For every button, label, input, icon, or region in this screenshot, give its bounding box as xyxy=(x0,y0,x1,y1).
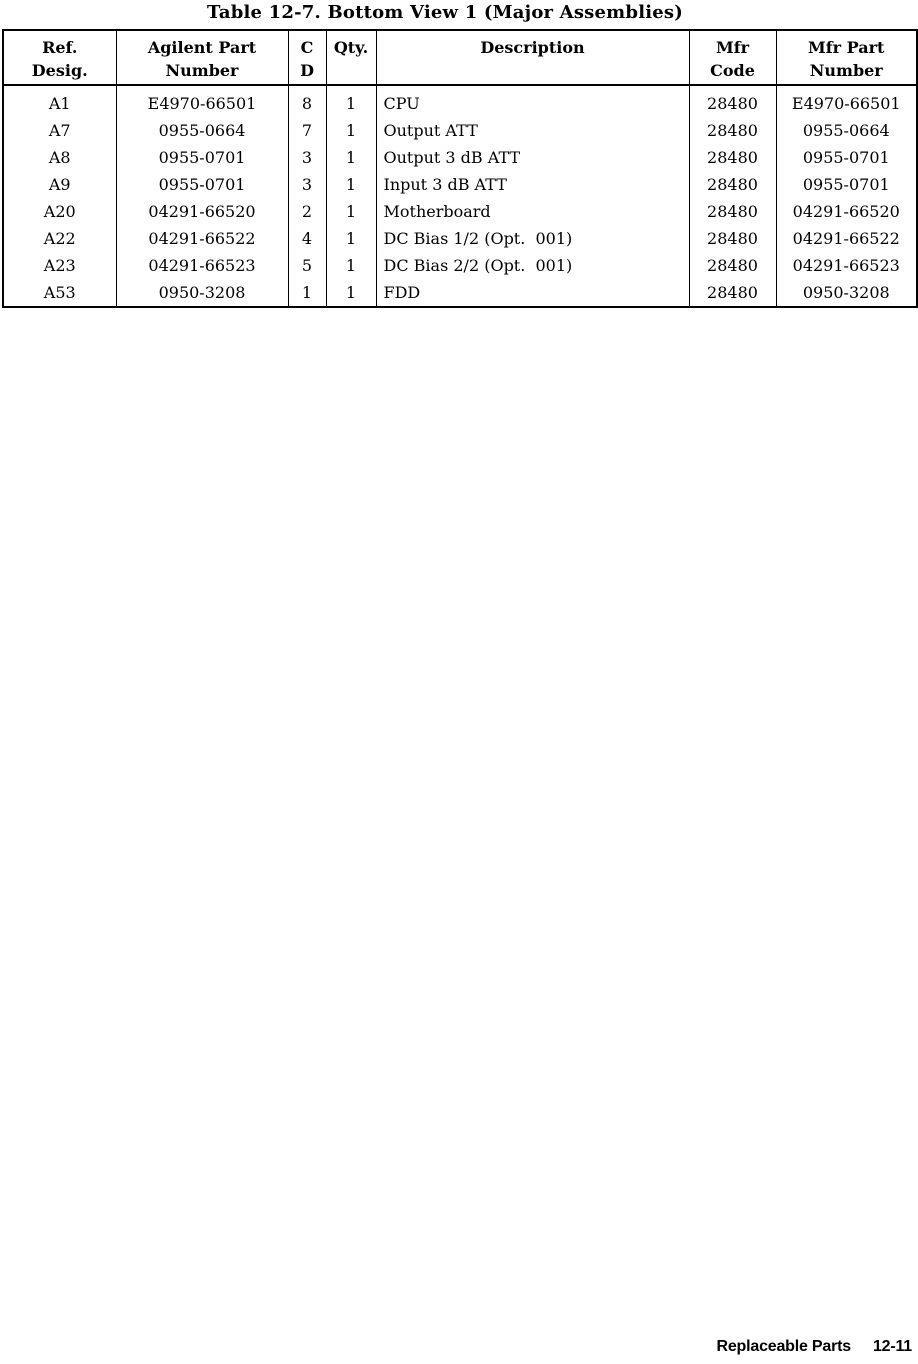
cell-cd: 4 xyxy=(287,225,327,252)
cell-cd: 1 xyxy=(287,279,327,307)
table-row: A8 0955-0701 3 1 Output 3 dB ATT 28480 0… xyxy=(2,144,918,171)
cell-mfr-code: 28480 xyxy=(688,279,777,307)
table-header-row: Ref. Desig. Agilent Part Number C D Qty.… xyxy=(2,30,918,86)
header-qty: Qty. xyxy=(325,30,377,86)
table-row: A53 0950-3208 1 1 FDD 28480 0950-3208 xyxy=(2,279,918,307)
header-mfr-code: Mfr Code xyxy=(688,30,777,86)
cell-qty: 1 xyxy=(325,144,377,171)
cell-mfr-part: 0955-0701 xyxy=(775,144,918,171)
cell-part-number: 0955-0701 xyxy=(115,171,289,198)
cell-part-number: 0955-0664 xyxy=(115,117,289,144)
cell-mfr-part: E4970-66501 xyxy=(775,85,918,117)
cell-cd: 5 xyxy=(287,252,327,279)
cell-description: Motherboard xyxy=(375,198,690,225)
cell-mfr-part: 04291-66520 xyxy=(775,198,918,225)
cell-mfr-code: 28480 xyxy=(688,252,777,279)
cell-ref-desig: A23 xyxy=(2,252,117,279)
header-description: Description xyxy=(375,30,690,86)
cell-mfr-part: 0955-0701 xyxy=(775,171,918,198)
cell-cd: 3 xyxy=(287,171,327,198)
cell-part-number: E4970-66501 xyxy=(115,85,289,117)
cell-cd: 2 xyxy=(287,198,327,225)
cell-mfr-part: 04291-66523 xyxy=(775,252,918,279)
cell-mfr-part: 0950-3208 xyxy=(775,279,918,307)
cell-part-number: 04291-66523 xyxy=(115,252,289,279)
cell-mfr-code: 28480 xyxy=(688,198,777,225)
cell-description: DC Bias 2/2 (Opt. 001) xyxy=(375,252,690,279)
cell-part-number: 04291-66520 xyxy=(115,198,289,225)
cell-mfr-part: 04291-66522 xyxy=(775,225,918,252)
table-row: A22 04291-66522 4 1 DC Bias 1/2 (Opt. 00… xyxy=(2,225,918,252)
cell-ref-desig: A7 xyxy=(2,117,117,144)
cell-description: CPU xyxy=(375,85,690,117)
replaceable-parts-table: Ref. Desig. Agilent Part Number C D Qty.… xyxy=(2,29,918,308)
table-row: A20 04291-66520 2 1 Motherboard 28480 04… xyxy=(2,198,918,225)
cell-mfr-code: 28480 xyxy=(688,85,777,117)
cell-qty: 1 xyxy=(325,117,377,144)
cell-qty: 1 xyxy=(325,85,377,117)
cell-description: FDD xyxy=(375,279,690,307)
cell-mfr-part: 0955-0664 xyxy=(775,117,918,144)
cell-qty: 1 xyxy=(325,252,377,279)
cell-part-number: 04291-66522 xyxy=(115,225,289,252)
cell-ref-desig: A9 xyxy=(2,171,117,198)
cell-cd: 7 xyxy=(287,117,327,144)
cell-mfr-code: 28480 xyxy=(688,144,777,171)
page-footer: Replaceable Parts 12-11 xyxy=(717,1338,913,1356)
cell-ref-desig: A8 xyxy=(2,144,117,171)
cell-cd: 8 xyxy=(287,85,327,117)
cell-description: Output 3 dB ATT xyxy=(375,144,690,171)
header-mfr-part: Mfr Part Number xyxy=(775,30,918,86)
table-row: A9 0955-0701 3 1 Input 3 dB ATT 28480 09… xyxy=(2,171,918,198)
header-ref-desig: Ref. Desig. xyxy=(2,30,117,86)
table-row: A23 04291-66523 5 1 DC Bias 2/2 (Opt. 00… xyxy=(2,252,918,279)
table-row: A1 E4970-66501 8 1 CPU 28480 E4970-66501 xyxy=(2,85,918,117)
header-cd: C D xyxy=(287,30,327,86)
cell-description: DC Bias 1/2 (Opt. 001) xyxy=(375,225,690,252)
footer-section-label: Replaceable Parts xyxy=(716,1338,852,1355)
cell-description: Input 3 dB ATT xyxy=(375,171,690,198)
cell-mfr-code: 28480 xyxy=(688,117,777,144)
cell-ref-desig: A20 xyxy=(2,198,117,225)
cell-cd: 3 xyxy=(287,144,327,171)
cell-qty: 1 xyxy=(325,225,377,252)
cell-part-number: 0950-3208 xyxy=(115,279,289,307)
cell-ref-desig: A22 xyxy=(2,225,117,252)
table-title: Table 12-7. Bottom View 1 (Major Assembl… xyxy=(207,2,683,23)
cell-ref-desig: A53 xyxy=(2,279,117,307)
cell-ref-desig: A1 xyxy=(2,85,117,117)
cell-mfr-code: 28480 xyxy=(688,225,777,252)
table-row: A7 0955-0664 7 1 Output ATT 28480 0955-0… xyxy=(2,117,918,144)
cell-mfr-code: 28480 xyxy=(688,171,777,198)
header-part-number: Agilent Part Number xyxy=(115,30,289,86)
cell-part-number: 0955-0701 xyxy=(115,144,289,171)
cell-qty: 1 xyxy=(325,279,377,307)
cell-qty: 1 xyxy=(325,198,377,225)
cell-qty: 1 xyxy=(325,171,377,198)
footer-page-number: 12-11 xyxy=(872,1338,912,1355)
cell-description: Output ATT xyxy=(375,117,690,144)
